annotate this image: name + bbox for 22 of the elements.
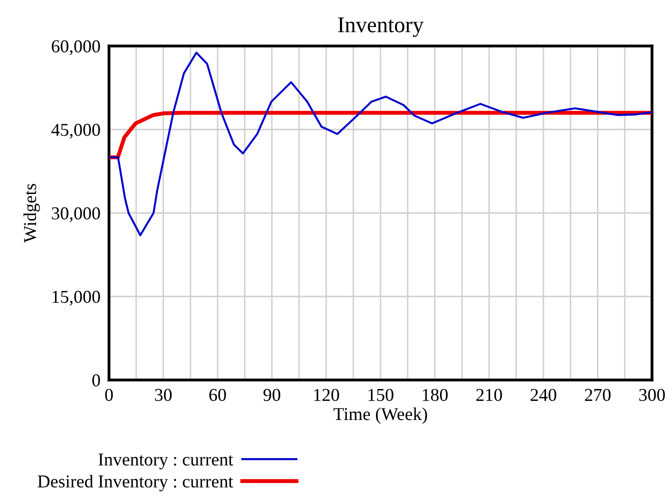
x-tick-label: 120	[314, 388, 340, 402]
y-tick-label: 30,000	[52, 207, 100, 222]
x-tick-label: 270	[584, 388, 611, 402]
x-tick-label: 30	[155, 388, 172, 402]
line-series	[109, 52, 652, 236]
y-tick-label: 45,000	[51, 124, 100, 139]
y-tick-label: 60,000	[52, 40, 100, 56]
chart-title: Inventory	[338, 18, 424, 37]
x-tick-label: 150	[368, 388, 394, 402]
x-tick-label: 90	[263, 388, 280, 402]
x-tick-label: 300	[639, 388, 665, 402]
x-tick-label: 0	[105, 388, 113, 402]
x-tick-label: 180	[422, 388, 448, 402]
y-tick-label: 0	[92, 374, 100, 386]
legend-label: Inventory : current	[98, 454, 234, 470]
y-axis-title: Widgets	[23, 184, 40, 243]
x-tick-label: 210	[476, 388, 502, 402]
x-axis-title: Time (Week)	[333, 407, 428, 424]
legend-label: Desired Inventory : current	[38, 474, 234, 492]
x-tick-label: 240	[530, 388, 556, 402]
y-tick-label: 15,000	[52, 290, 100, 306]
x-tick-label: 60	[209, 388, 226, 402]
